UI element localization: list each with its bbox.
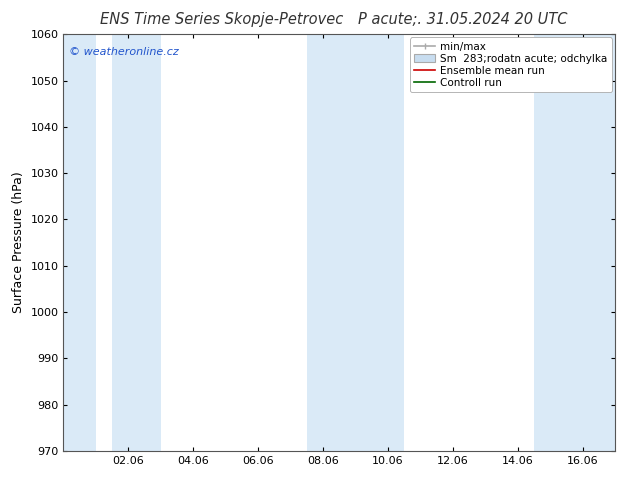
Bar	[534, 34, 615, 451]
Legend: min/max, Sm  283;rodatn acute; odchylka, Ensemble mean run, Controll run: min/max, Sm 283;rodatn acute; odchylka, …	[410, 37, 612, 92]
Bar	[112, 34, 161, 451]
Text: P acute;. 31.05.2024 20 UTC: P acute;. 31.05.2024 20 UTC	[358, 12, 567, 27]
Bar	[63, 34, 96, 451]
Y-axis label: Surface Pressure (hPa): Surface Pressure (hPa)	[12, 172, 25, 314]
Bar	[307, 34, 404, 451]
Text: © weatheronline.cz: © weatheronline.cz	[69, 47, 179, 57]
Text: ENS Time Series Skopje-Petrovec: ENS Time Series Skopje-Petrovec	[100, 12, 344, 27]
